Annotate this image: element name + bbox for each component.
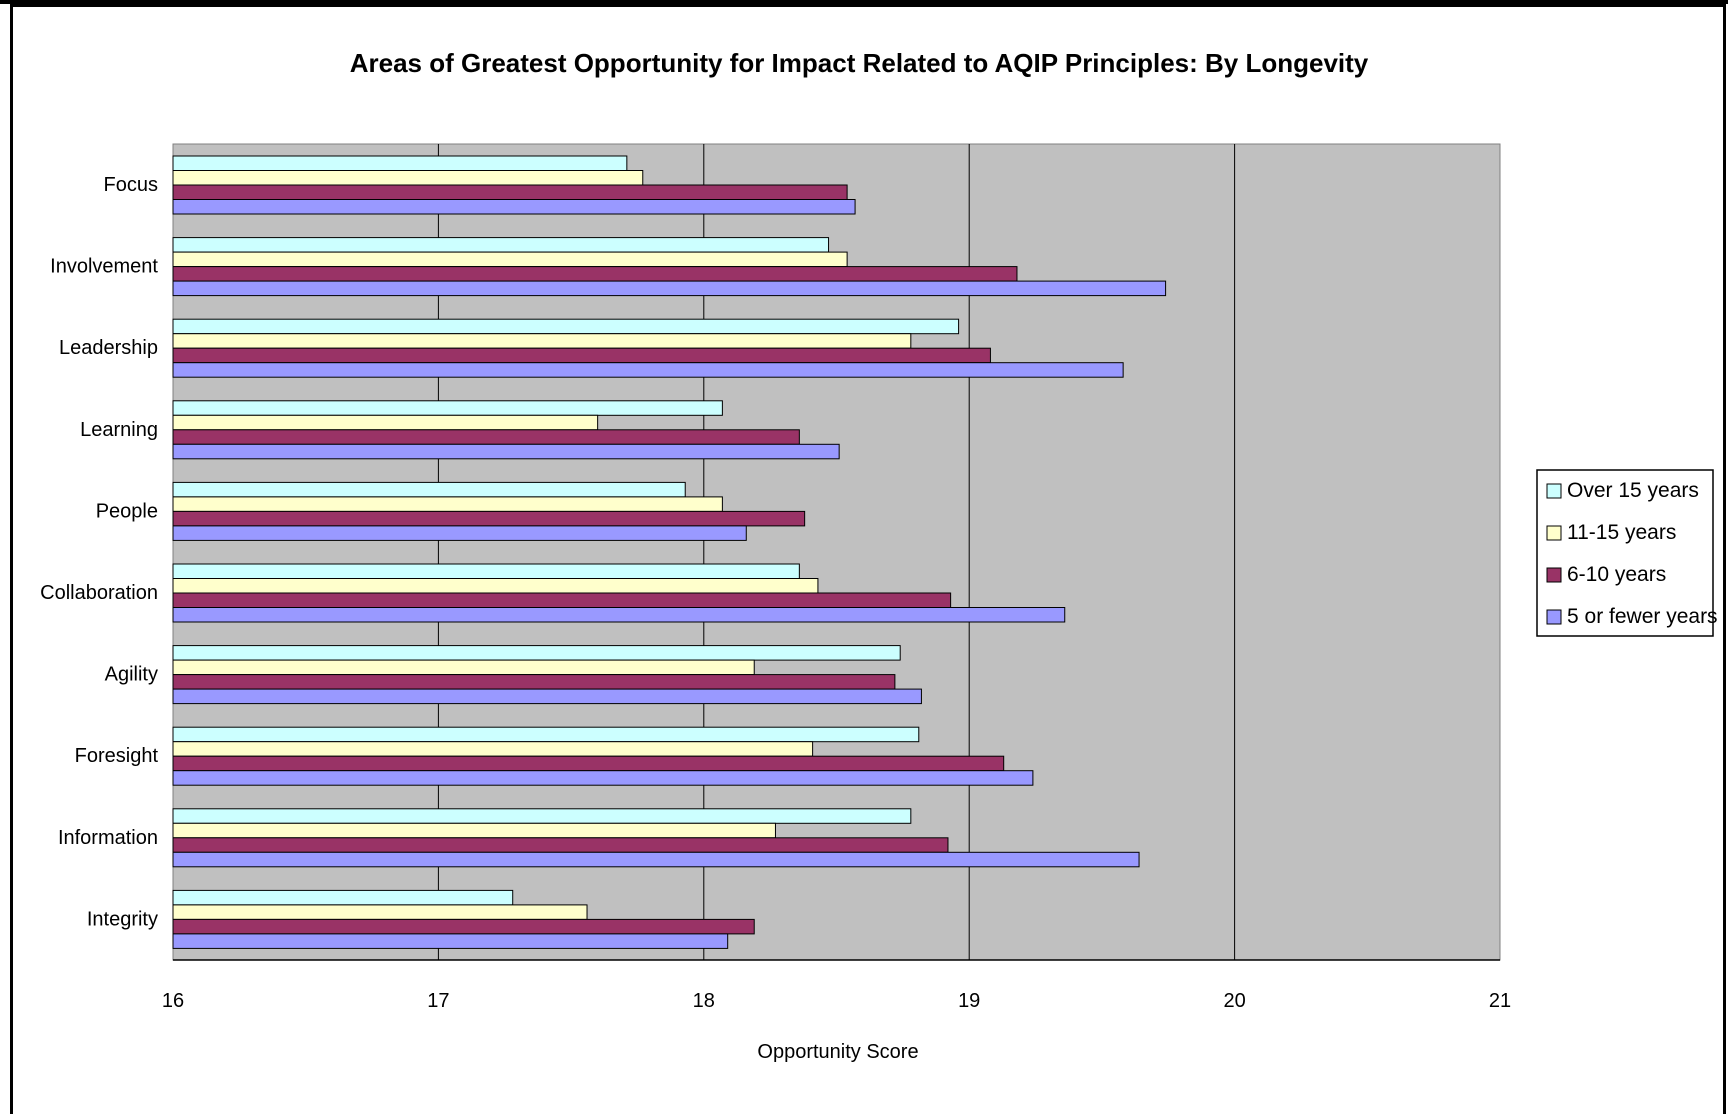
x-tick-label: 16 [162,990,184,1012]
bar [172,904,588,920]
bar [172,674,896,690]
category-label: Learning [80,419,158,441]
x-tick-label: 21 [1489,990,1511,1012]
x-tick-labels: 16 17 18 19 20 21 [162,990,1511,1012]
x-tick-label: 17 [427,990,449,1012]
bar [172,429,800,445]
bar [172,318,960,335]
bar [172,251,848,268]
category-label: Agility [105,664,158,686]
bar [172,688,922,705]
bar [172,400,723,416]
bar [172,443,840,460]
bar [172,837,949,853]
bar [172,563,800,579]
category-labels: Focus Involvement Leadership Learning People… [40,174,158,930]
bar [172,770,1034,786]
bar [172,496,723,512]
x-tick-label: 20 [1223,990,1245,1012]
bar [172,170,644,186]
bar [172,933,729,949]
category-label: Leadership [59,337,158,359]
legend-label: Over 15 years [1567,479,1699,502]
bar [172,333,912,349]
chart-title: Areas of Greatest Opportunity for Impact… [350,48,1369,78]
bar [172,645,901,661]
bar [172,481,686,498]
bars [172,155,1167,949]
legend-swatch [1546,567,1562,583]
legend-label: 6-10 years [1567,563,1666,586]
category-label: Integrity [87,908,158,930]
bar [172,578,819,594]
x-tick-label: 18 [693,990,715,1012]
legend-swatch [1546,609,1562,625]
bar [172,414,599,431]
x-tick-label: 19 [958,990,980,1012]
bar [172,237,830,253]
top-border-strip [0,0,1728,4]
bar [172,851,1140,868]
category-label: Collaboration [40,582,158,604]
x-axis-label: Opportunity Score [757,1041,918,1063]
legend: Over 15 years 11-15 years 6-10 years 5 or f… [1536,469,1718,637]
bar [172,362,1124,378]
bar [172,266,1018,282]
bar [172,918,755,935]
bar [172,755,1005,772]
bar [172,808,912,824]
bar [172,607,1066,623]
category-label: People [96,500,158,522]
legend-label: 5 or fewer years [1567,605,1718,628]
bar [172,726,920,743]
legend-box [1536,469,1714,637]
bar [172,510,806,527]
category-label: Information [58,827,158,849]
bar [172,889,514,906]
bar [172,659,755,676]
bar [172,592,952,608]
bar [172,199,856,215]
bar [172,525,747,541]
bar [172,741,814,757]
legend-swatch [1546,483,1562,499]
category-label: Involvement [50,256,158,278]
bar [172,822,776,839]
category-label: Foresight [75,745,159,767]
bar [172,347,991,364]
legend-swatch [1546,525,1562,541]
bar [172,155,628,171]
legend-label: 11-15 years [1567,521,1676,544]
bar [172,280,1167,297]
category-label: Focus [104,174,158,196]
bar [172,184,848,200]
